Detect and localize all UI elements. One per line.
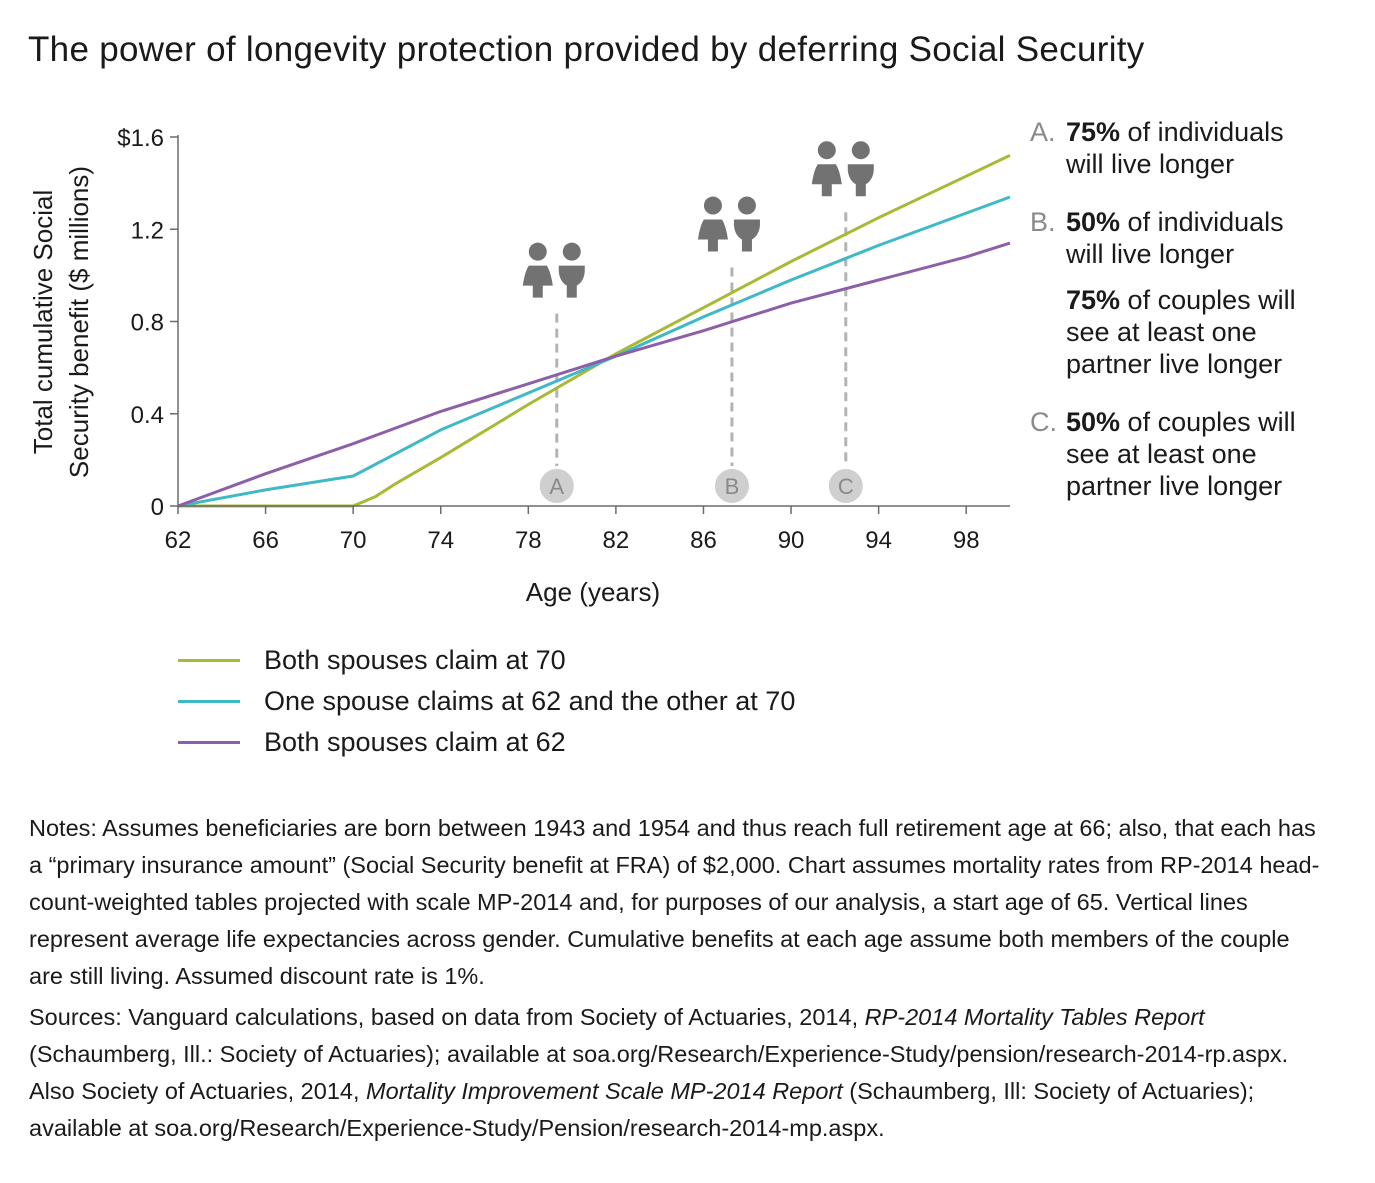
x-tick-label: 78	[515, 527, 542, 554]
annotation-text: 75% of couples will see at least one partn…	[1066, 285, 1296, 379]
notes-label: Notes:	[29, 815, 97, 841]
notes-section: Notes: Assumes beneficiaries are born be…	[29, 810, 1329, 1151]
notes-text: Assumes beneficiaries are born between 1…	[29, 815, 1320, 989]
female-head-icon	[703, 196, 722, 215]
sources-text-2: (Schaumberg, Ill.: Society of Actuaries)…	[29, 1041, 1289, 1104]
marker-letter: A	[549, 474, 564, 499]
x-axis-title: Age (years)	[526, 577, 660, 607]
series-line	[178, 154, 1011, 508]
marker-badge	[537, 467, 576, 505]
male-body-icon	[733, 219, 760, 252]
male-head-icon	[851, 141, 870, 160]
series-line	[177, 195, 1011, 508]
x-tick-label: 74	[427, 527, 454, 554]
annotations: A. 75% of individuals will live longer B. 50…	[1030, 116, 1370, 528]
annotation-percent: 75%	[1066, 117, 1121, 147]
sources-paragraph: Sources: Vanguard calculations, based on…	[29, 999, 1329, 1147]
annotation-letter: B.	[1030, 207, 1056, 237]
y-axis-title-text: Total cumulative Social Security benefit …	[28, 166, 94, 478]
annotation-letter: A.	[1030, 117, 1056, 147]
legend-item: Both spouses claim at 70	[178, 640, 795, 681]
annotation-percent: 75%	[1066, 285, 1121, 315]
legend-label: One spouse claims at 62 and the other at…	[264, 686, 796, 716]
annotation-percent: 50%	[1066, 207, 1121, 237]
annotation-text: 75% of individuals will live longer	[1066, 117, 1284, 179]
y-tick-label: 0	[151, 494, 164, 521]
life-expectancy-markers	[555, 212, 848, 466]
annotation-letter: C.	[1030, 407, 1057, 437]
line-chart: Total cumulative Social Security benefit …	[28, 125, 1011, 607]
marker-letter: B	[725, 474, 740, 499]
y-tick-label: 0.8	[131, 310, 164, 337]
x-tick-label: 94	[865, 527, 892, 554]
sources-title-1: RP-2014 Mortality Tables Report	[864, 1004, 1205, 1030]
sources-label: Sources:	[29, 1004, 122, 1030]
legend-item: One spouse claims at 62 and the other at…	[178, 681, 795, 722]
male-body-icon	[558, 265, 585, 298]
y-axis-title: Total cumulative Social Security benefit …	[28, 166, 94, 478]
couple-icon	[522, 242, 585, 298]
marker-badge	[826, 467, 865, 505]
annotation-item: B. 50% of individuals will live longer	[1030, 206, 1370, 270]
x-tick-label: 86	[690, 527, 717, 554]
y-tick-label: 1.2	[131, 217, 164, 244]
axes: 0 0.4 0.8 1.2 $1.6 62 66 70 74 78 82 86 90 94 98	[117, 125, 1010, 554]
annotation-item: 75% of couples will see at least one partn…	[1030, 284, 1370, 380]
couple-icon	[697, 196, 760, 252]
annotation-item: C. 50% of couples will see at least one par…	[1030, 406, 1370, 502]
male-head-icon	[562, 242, 581, 261]
annotation-text: 50% of couples will see at least one partn…	[1066, 407, 1296, 501]
x-tick-label: 66	[252, 527, 279, 554]
male-head-icon	[737, 196, 756, 215]
annotation-item: A. 75% of individuals will live longer	[1030, 116, 1370, 180]
marker-letter: C	[838, 474, 854, 499]
female-body-icon	[811, 164, 842, 197]
sources-text-1: Vanguard calculations, based on data fro…	[128, 1004, 859, 1030]
legend-swatch	[178, 741, 240, 744]
marker-badges: A B C	[522, 141, 874, 505]
series-line	[177, 241, 1011, 508]
chart-title: The power of longevity protection provid…	[28, 30, 1145, 69]
y-tick-label: $1.6	[117, 125, 164, 152]
marker-badge	[712, 467, 751, 505]
x-tick-label: 90	[778, 527, 805, 554]
annotation-text: 50% of individuals will live longer	[1066, 207, 1284, 269]
couple-icon	[811, 141, 874, 197]
female-head-icon	[528, 242, 547, 261]
legend-label: Both spouses claim at 70	[264, 645, 566, 675]
sources-title-2: Mortality Improvement Scale MP-2014 Repo…	[366, 1078, 843, 1104]
legend-item: Both spouses claim at 62	[178, 722, 795, 763]
x-tick-label: 62	[165, 527, 192, 554]
series-lines	[177, 154, 1011, 508]
y-axis-title-line: Total cumulative Social	[28, 190, 58, 454]
y-axis-title-line: Security benefit ($ millions)	[64, 166, 94, 478]
y-tick-label: 0.4	[131, 402, 164, 429]
legend-swatch	[178, 700, 240, 703]
x-tick-label: 98	[953, 527, 980, 554]
legend-swatch	[178, 659, 240, 662]
legend-label: Both spouses claim at 62	[264, 727, 566, 757]
male-body-icon	[847, 164, 874, 197]
female-body-icon	[697, 219, 728, 252]
female-head-icon	[817, 141, 836, 160]
notes-paragraph: Notes: Assumes beneficiaries are born be…	[29, 810, 1329, 995]
sources-text-3: (Schaumberg, Ill: Society of Actuaries);…	[29, 1078, 1255, 1141]
legend: Both spouses claim at 70 One spouse claim…	[178, 640, 795, 763]
x-tick-label: 82	[603, 527, 630, 554]
x-tick-label: 70	[340, 527, 367, 554]
annotation-percent: 50%	[1066, 407, 1121, 437]
female-body-icon	[522, 265, 553, 298]
